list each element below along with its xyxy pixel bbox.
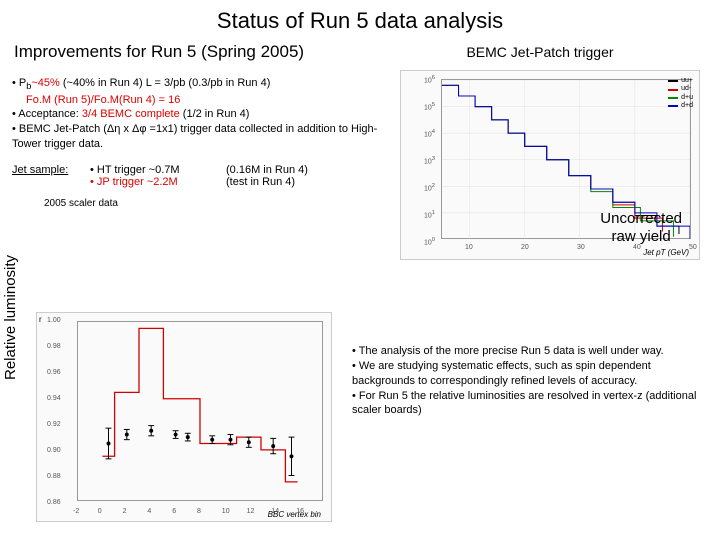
chart2-svg: [78, 322, 322, 501]
ht-run4: (0.16M in Run 4): [226, 164, 366, 176]
jp-trigger: • JP trigger ~2.2M: [90, 176, 216, 188]
chart2-ylabel: Relative luminosity: [2, 255, 19, 380]
bullet-3: • BEMC Jet-Patch (Δη x Δφ =1x1) trigger …: [12, 122, 380, 152]
subtitle: Improvements for Run 5 (Spring 2005): [0, 34, 380, 66]
chart1-xlabel: Jet pT (GeV): [643, 248, 689, 257]
chart2-ytitle: r: [39, 315, 42, 324]
jp-run4: (test in Run 4): [226, 176, 366, 188]
chart1-legend: uu+ud-d+ud+d: [668, 77, 693, 111]
jet-sample-row: Jet sample: • HT trigger ~0.7M • JP trig…: [0, 152, 380, 188]
bemc-title: BEMC Jet-Patch trigger: [380, 34, 700, 60]
ht-trigger: • HT trigger ~0.7M: [90, 164, 216, 176]
scaler-data-label: 2005 scaler data: [0, 188, 380, 209]
bullet-2: • Acceptance: 3/4 BEMC complete (1/2 in …: [12, 107, 380, 122]
rb1: • The analysis of the more precise Run 5…: [352, 344, 702, 359]
chart2-axes: [77, 321, 323, 501]
left-column: Improvements for Run 5 (Spring 2005) • P…: [0, 34, 380, 209]
bullet-1-fom: Fo.M (Run 5)/Fo.M(Run 4) = 16: [12, 93, 380, 108]
analysis-bullets: • The analysis of the more precise Run 5…: [352, 344, 702, 418]
page-title: Status of Run 5 data analysis: [0, 0, 720, 34]
luminosity-chart: r BBC vertex bin 0.860.880.900.920.940.9…: [36, 312, 332, 522]
raw-yield-label: Uncorrectedraw yield: [600, 210, 682, 246]
improvements-bullets: • Pb~45% (~40% in Run 4) L = 3/pb (0.3/p…: [0, 66, 380, 152]
rb2: • We are studying systematic effects, su…: [352, 359, 702, 389]
bullet-1: • Pb~45% (~40% in Run 4) L = 3/pb (0.3/p…: [12, 76, 380, 93]
jet-sample-label: Jet sample:: [12, 164, 80, 188]
rb3: • For Run 5 the relative luminosities ar…: [352, 389, 702, 419]
